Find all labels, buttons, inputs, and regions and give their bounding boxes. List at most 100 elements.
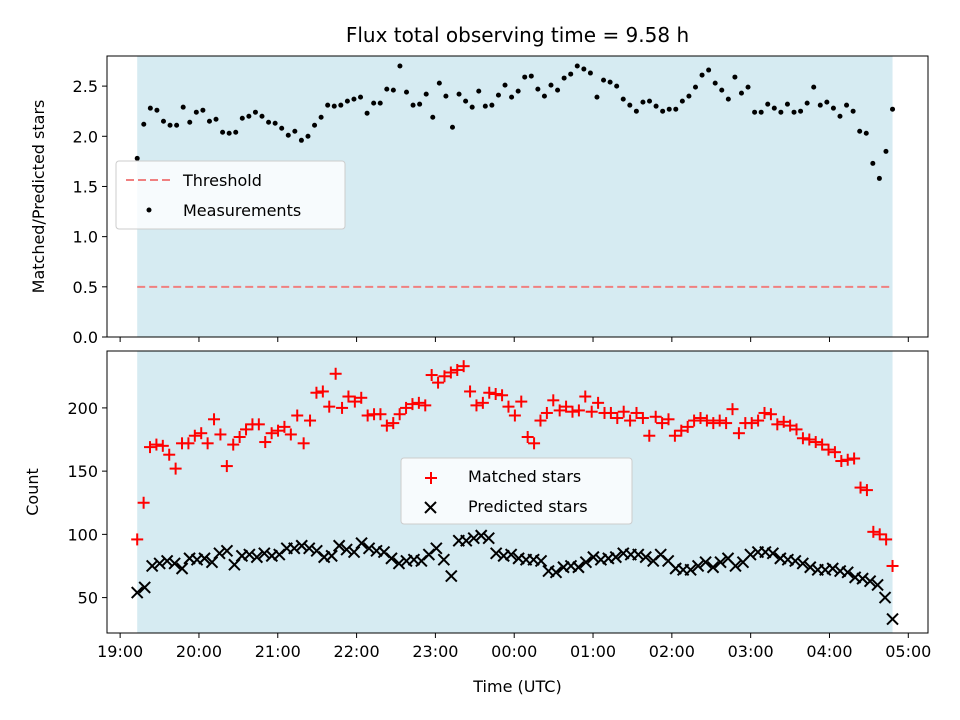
measurement-point — [390, 87, 396, 93]
predicted-star-point — [445, 569, 458, 583]
predicted-star-point — [138, 581, 151, 594]
measurement-point — [640, 99, 646, 105]
matched-star-point — [342, 390, 355, 403]
measurement-point — [594, 94, 600, 100]
top-ytick-label: 1.0 — [73, 228, 98, 247]
matched-star-point — [515, 395, 528, 408]
matched-star-point — [745, 417, 758, 430]
matched-star-point — [700, 414, 713, 427]
measurement-point — [239, 115, 245, 121]
measurement-point — [318, 114, 324, 120]
matched-star-point — [412, 396, 425, 409]
predicted-star-point — [549, 566, 563, 579]
matched-star-point — [387, 417, 400, 430]
measurement-point — [338, 102, 344, 108]
measurement-point — [876, 175, 882, 181]
predicted-star-point — [355, 537, 368, 550]
predicted-star-point — [131, 586, 144, 599]
measurement-point — [850, 108, 856, 114]
predicted-marker-stroke — [572, 561, 585, 574]
x-axis-label: Time (UTC) — [472, 677, 561, 696]
bottom-legend-box — [400, 457, 633, 525]
matched-star-point — [752, 414, 765, 427]
matched-star-point — [803, 433, 816, 446]
measurement-point — [344, 98, 350, 104]
predicted-marker-stroke — [796, 557, 809, 570]
matched-star-point — [617, 405, 630, 418]
predicted-marker-stroke — [654, 548, 667, 561]
top-ytick-label: 0.0 — [73, 328, 98, 347]
top-panel: 0.0 0.5 1.0 1.5 2.0 2.5 Flux total observing … — [29, 23, 929, 347]
top-legend: Threshold Measurements — [115, 160, 346, 230]
measurement-point — [535, 86, 541, 92]
matched-star-point — [624, 414, 637, 427]
matched-star-point — [649, 410, 662, 423]
measurement-points — [134, 63, 896, 181]
measurement-point — [804, 100, 810, 106]
matched-legend-swatch — [425, 472, 437, 484]
predicted-marker-stroke — [175, 562, 189, 575]
predicted-marker-stroke — [160, 554, 174, 568]
matched-star-point — [848, 452, 861, 465]
matched-star-point — [553, 404, 566, 417]
predicted-star-point — [609, 550, 623, 564]
predicted-marker-stroke — [377, 545, 391, 559]
matched-star-point — [547, 394, 560, 407]
bottom-legend: Matched stars Predicted stars — [400, 457, 633, 525]
measurement-point — [174, 122, 180, 128]
matched-star-point — [137, 496, 150, 509]
predicted-star-point — [572, 561, 585, 574]
measurement-point — [417, 101, 423, 107]
predicted-star-point — [175, 562, 189, 575]
matched-star-point — [528, 437, 541, 450]
measurement-point — [837, 113, 843, 119]
matched-star-point — [694, 412, 707, 425]
measurement-point — [371, 100, 377, 106]
matched-star-point — [406, 398, 419, 411]
measurement-point — [463, 98, 469, 104]
measurement-point — [489, 102, 495, 108]
measurement-point — [561, 75, 567, 81]
measurement-point — [738, 90, 744, 96]
top-y-ticks: 0.0 0.5 1.0 1.5 2.0 2.5 — [73, 77, 107, 347]
matched-star-point — [265, 427, 278, 440]
top-ytick-label: 2.5 — [73, 77, 98, 96]
matched-star-point — [662, 413, 675, 426]
predicted-star-point — [804, 561, 817, 574]
measurement-point — [752, 109, 758, 115]
measurement-point — [673, 106, 679, 112]
chart-title: Flux total observing time = 9.58 h — [346, 23, 689, 47]
measurement-point — [706, 67, 712, 73]
x-tick-label: 20:00 — [176, 642, 222, 661]
matched-star-point — [457, 360, 470, 373]
predicted-star-point — [160, 554, 174, 568]
x-tick-label: 05:00 — [885, 642, 931, 661]
measurement-point — [647, 98, 653, 104]
measurement-point — [686, 93, 692, 99]
matched-star-point — [470, 399, 483, 412]
matched-star-point — [419, 399, 432, 412]
matched-star-point — [688, 414, 701, 427]
predicted-star-point — [714, 555, 727, 569]
matched-star-point — [534, 414, 547, 427]
measurement-point — [200, 107, 206, 113]
matched-star-point — [451, 363, 464, 376]
matched-star-point — [592, 396, 605, 409]
matched-star-point — [585, 405, 598, 418]
predicted-marker-stroke — [534, 554, 548, 568]
matched-star-point — [860, 484, 873, 497]
matched-star-point — [643, 429, 656, 442]
matched-star-point — [259, 436, 272, 449]
measurement-point — [765, 101, 771, 107]
predicted-marker-stroke — [153, 557, 166, 570]
measurement-point — [620, 96, 626, 102]
predicted-marker-stroke — [609, 550, 623, 564]
predicted-marker-stroke — [639, 550, 652, 564]
matched-legend-label: Matched stars — [468, 467, 581, 486]
measurement-point — [758, 109, 764, 115]
matched-star-point — [214, 428, 227, 441]
measurement-point — [890, 106, 896, 112]
predicted-marker-stroke — [744, 548, 757, 561]
measurement-point — [817, 102, 823, 108]
predicted-marker-stroke — [310, 544, 323, 558]
